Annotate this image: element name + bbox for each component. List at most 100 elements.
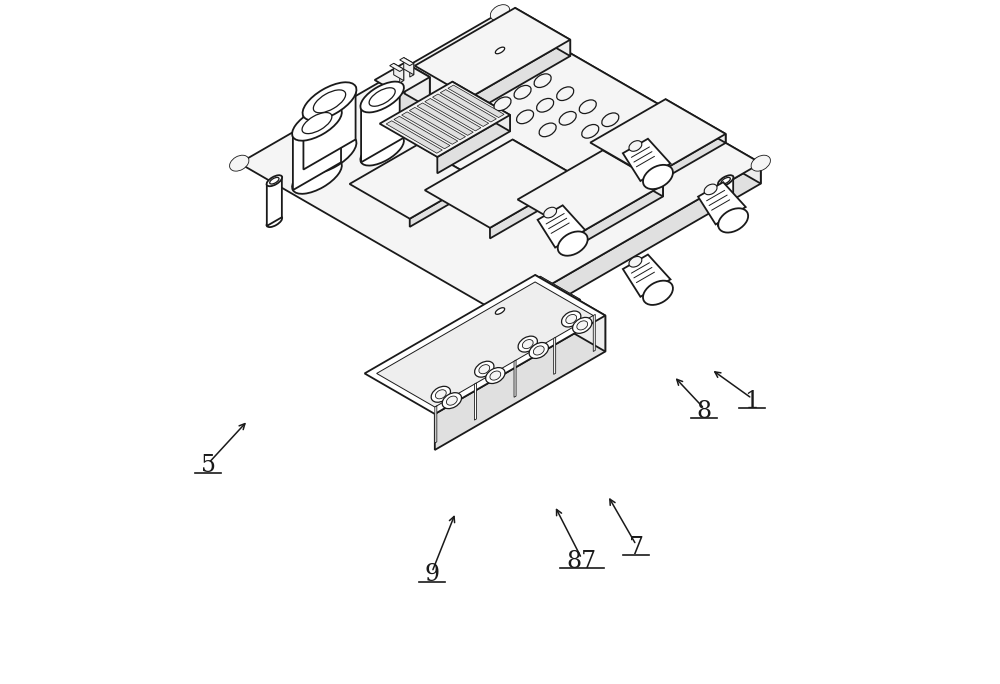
Polygon shape — [303, 86, 356, 170]
Ellipse shape — [302, 112, 332, 133]
Ellipse shape — [475, 361, 494, 377]
Ellipse shape — [292, 105, 342, 141]
Polygon shape — [492, 46, 508, 96]
Polygon shape — [540, 276, 580, 301]
Text: 5: 5 — [201, 454, 216, 477]
Ellipse shape — [718, 175, 733, 186]
Polygon shape — [470, 40, 570, 114]
Polygon shape — [593, 315, 595, 352]
Polygon shape — [239, 12, 761, 314]
Polygon shape — [400, 69, 404, 83]
Polygon shape — [492, 306, 508, 356]
Ellipse shape — [566, 315, 577, 324]
Ellipse shape — [494, 97, 511, 111]
Ellipse shape — [629, 256, 642, 267]
Ellipse shape — [490, 5, 510, 21]
Ellipse shape — [303, 135, 356, 174]
Polygon shape — [718, 176, 733, 226]
Ellipse shape — [517, 110, 534, 124]
Polygon shape — [380, 81, 510, 157]
Ellipse shape — [431, 386, 450, 402]
Ellipse shape — [490, 371, 501, 380]
Ellipse shape — [490, 306, 510, 321]
Ellipse shape — [559, 111, 576, 125]
Ellipse shape — [577, 321, 588, 330]
Ellipse shape — [579, 100, 596, 114]
Ellipse shape — [479, 365, 490, 373]
Ellipse shape — [533, 346, 544, 355]
Polygon shape — [435, 406, 437, 443]
Polygon shape — [513, 140, 578, 188]
Ellipse shape — [518, 336, 537, 352]
Polygon shape — [386, 121, 442, 153]
Ellipse shape — [446, 396, 457, 405]
Ellipse shape — [643, 280, 673, 305]
Polygon shape — [394, 64, 404, 81]
Polygon shape — [394, 116, 450, 148]
Polygon shape — [400, 57, 414, 66]
Polygon shape — [293, 109, 341, 190]
Ellipse shape — [718, 209, 748, 233]
Text: 87: 87 — [567, 550, 597, 573]
Polygon shape — [440, 90, 496, 122]
Polygon shape — [435, 315, 605, 450]
Text: 1: 1 — [744, 390, 760, 412]
Ellipse shape — [718, 216, 733, 227]
Polygon shape — [490, 177, 578, 239]
Polygon shape — [350, 145, 477, 219]
Ellipse shape — [495, 308, 505, 315]
Ellipse shape — [369, 88, 395, 106]
Ellipse shape — [486, 367, 505, 384]
Polygon shape — [525, 276, 580, 308]
Polygon shape — [578, 185, 663, 246]
Polygon shape — [404, 57, 414, 75]
Polygon shape — [452, 81, 510, 131]
Polygon shape — [433, 94, 489, 127]
Ellipse shape — [270, 177, 279, 184]
Ellipse shape — [442, 393, 462, 408]
Ellipse shape — [751, 155, 770, 171]
Polygon shape — [565, 300, 580, 310]
Ellipse shape — [267, 175, 282, 186]
Polygon shape — [410, 64, 414, 77]
Ellipse shape — [704, 184, 717, 195]
Polygon shape — [415, 8, 570, 98]
Ellipse shape — [360, 81, 404, 112]
Polygon shape — [361, 85, 403, 162]
Polygon shape — [377, 282, 593, 407]
Ellipse shape — [544, 207, 557, 218]
Ellipse shape — [514, 86, 531, 99]
Ellipse shape — [582, 124, 599, 138]
Polygon shape — [417, 145, 477, 188]
Ellipse shape — [230, 155, 249, 171]
Ellipse shape — [492, 45, 508, 56]
Ellipse shape — [495, 47, 505, 54]
Polygon shape — [410, 180, 477, 227]
Polygon shape — [500, 163, 761, 334]
Ellipse shape — [643, 165, 673, 189]
Polygon shape — [409, 107, 465, 140]
Ellipse shape — [602, 113, 619, 127]
Polygon shape — [590, 99, 726, 177]
Polygon shape — [518, 150, 663, 234]
Text: 9: 9 — [424, 564, 439, 586]
Ellipse shape — [522, 339, 533, 349]
Polygon shape — [514, 360, 516, 397]
Polygon shape — [400, 77, 430, 126]
Ellipse shape — [562, 311, 581, 327]
Ellipse shape — [558, 231, 588, 256]
Polygon shape — [365, 275, 605, 414]
Polygon shape — [474, 383, 476, 420]
Polygon shape — [650, 134, 726, 186]
Polygon shape — [535, 275, 605, 352]
Polygon shape — [405, 63, 430, 108]
Polygon shape — [402, 112, 458, 144]
Ellipse shape — [557, 87, 574, 101]
Ellipse shape — [303, 82, 356, 120]
Ellipse shape — [292, 159, 342, 194]
Text: 7: 7 — [629, 536, 644, 559]
Polygon shape — [425, 98, 481, 131]
Ellipse shape — [534, 74, 551, 88]
Polygon shape — [500, 12, 761, 183]
Ellipse shape — [313, 90, 346, 113]
